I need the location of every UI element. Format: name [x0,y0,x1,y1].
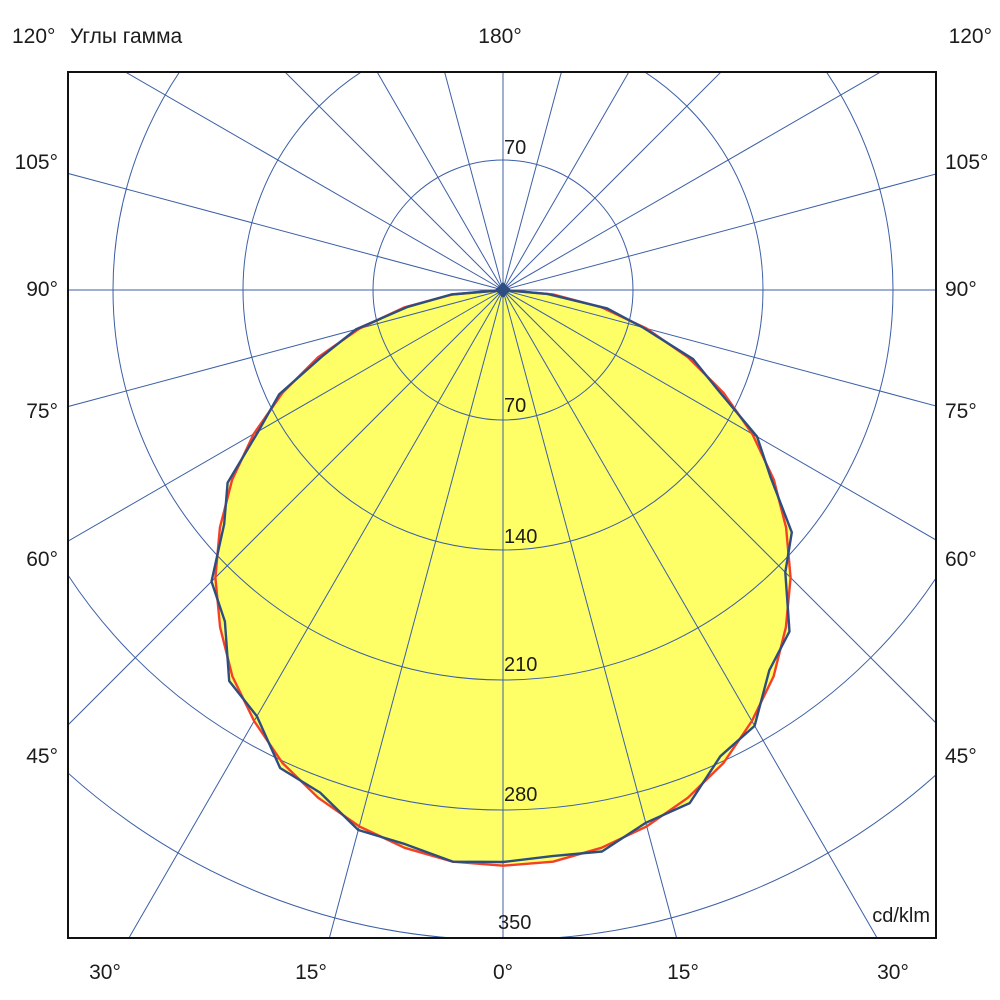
angle-label-75-right: 75° [945,400,977,423]
angle-label-30-bottom-right: 30° [877,961,909,984]
angle-label-60-right: 60° [945,548,977,571]
angle-label-120-top-left: 120° [12,25,56,48]
polar-origin-marker [495,282,511,298]
page-title: Углы гамма [70,25,183,48]
angle-label-105-right: 105° [945,151,989,174]
radial-tick-70-upper: 70 [504,137,527,159]
angle-label-0-bottom: 0° [492,961,514,984]
radial-tick-350: 350 [498,912,532,934]
angle-label-180-top: 180° [478,25,522,48]
angle-label-60-left: 60° [26,548,58,571]
angle-label-15-bottom-left: 15° [295,961,327,984]
angle-label-15-bottom-right: 15° [667,961,699,984]
angle-label-90-right: 90° [945,278,977,301]
angle-label-45-left: 45° [26,745,58,768]
angle-label-30-bottom-left: 30° [89,961,121,984]
unit-label-cd-klm: cd/klm [872,905,930,927]
angle-label-75-left: 75° [26,400,58,423]
angle-label-90-left: 90° [26,278,58,301]
radial-tick-140: 140 [504,526,538,548]
angle-label-45-right: 45° [945,745,977,768]
radial-tick-280: 280 [504,784,538,806]
angle-label-120-top-right: 120° [948,25,992,48]
angle-label-105-left: 105° [14,151,58,174]
radial-tick-70: 70 [504,395,527,417]
radial-tick-210: 210 [504,654,538,676]
